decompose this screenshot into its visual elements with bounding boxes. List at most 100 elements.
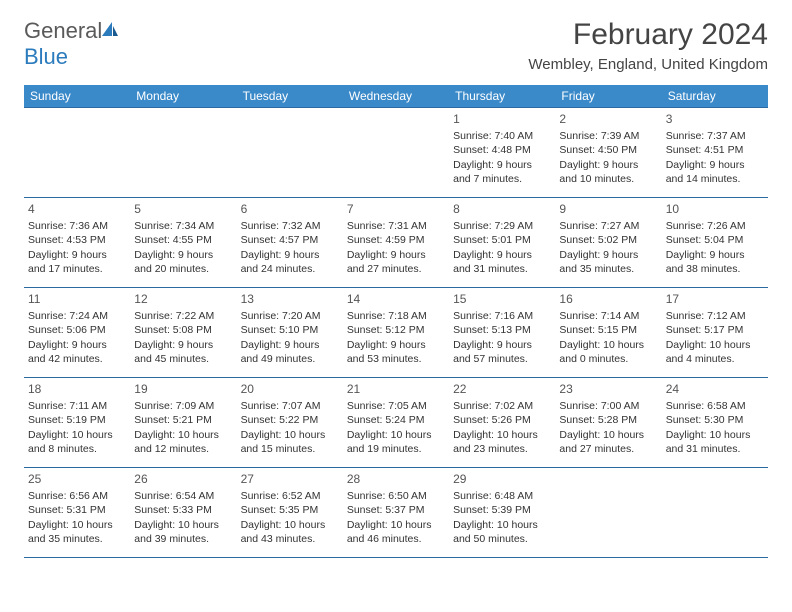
cell-sunrise: Sunrise: 7:00 AM <box>559 399 657 413</box>
calendar-cell <box>555 468 661 558</box>
cell-sunrise: Sunrise: 7:14 AM <box>559 309 657 323</box>
day-number: 1 <box>453 111 551 127</box>
cell-day1: Daylight: 10 hours <box>241 518 339 532</box>
cell-day2: and 0 minutes. <box>559 352 657 366</box>
cell-day2: and 27 minutes. <box>559 442 657 456</box>
cell-sunrise: Sunrise: 7:22 AM <box>134 309 232 323</box>
cell-sunset: Sunset: 4:48 PM <box>453 143 551 157</box>
cell-day2: and 43 minutes. <box>241 532 339 546</box>
day-number: 21 <box>347 381 445 397</box>
cell-day1: Daylight: 9 hours <box>453 158 551 172</box>
cell-sunset: Sunset: 5:08 PM <box>134 323 232 337</box>
cell-sunrise: Sunrise: 7:20 AM <box>241 309 339 323</box>
day-number: 18 <box>28 381 126 397</box>
dayhead-tuesday: Tuesday <box>237 85 343 108</box>
cell-day1: Daylight: 10 hours <box>28 428 126 442</box>
cell-sunset: Sunset: 5:01 PM <box>453 233 551 247</box>
cell-sunrise: Sunrise: 7:27 AM <box>559 219 657 233</box>
calendar-cell: 3Sunrise: 7:37 AMSunset: 4:51 PMDaylight… <box>662 108 768 198</box>
cell-sunrise: Sunrise: 7:12 AM <box>666 309 764 323</box>
logo: General Blue <box>24 18 120 70</box>
cell-sunrise: Sunrise: 7:07 AM <box>241 399 339 413</box>
cell-day1: Daylight: 9 hours <box>134 338 232 352</box>
calendar-cell: 9Sunrise: 7:27 AMSunset: 5:02 PMDaylight… <box>555 198 661 288</box>
calendar-cell: 4Sunrise: 7:36 AMSunset: 4:53 PMDaylight… <box>24 198 130 288</box>
cell-day1: Daylight: 9 hours <box>241 248 339 262</box>
cell-day2: and 7 minutes. <box>453 172 551 186</box>
cell-sunrise: Sunrise: 6:52 AM <box>241 489 339 503</box>
cell-day2: and 31 minutes. <box>666 442 764 456</box>
cell-sunrise: Sunrise: 6:58 AM <box>666 399 764 413</box>
cell-sunrise: Sunrise: 7:05 AM <box>347 399 445 413</box>
cell-sunset: Sunset: 5:21 PM <box>134 413 232 427</box>
cell-sunset: Sunset: 5:24 PM <box>347 413 445 427</box>
calendar-cell: 28Sunrise: 6:50 AMSunset: 5:37 PMDayligh… <box>343 468 449 558</box>
calendar-cell: 12Sunrise: 7:22 AMSunset: 5:08 PMDayligh… <box>130 288 236 378</box>
cell-day2: and 57 minutes. <box>453 352 551 366</box>
cell-day2: and 20 minutes. <box>134 262 232 276</box>
logo-text-general: General <box>24 18 102 43</box>
logo-text-blue: Blue <box>24 44 68 69</box>
cell-day1: Daylight: 9 hours <box>666 158 764 172</box>
calendar-cell: 22Sunrise: 7:02 AMSunset: 5:26 PMDayligh… <box>449 378 555 468</box>
calendar-row: 4Sunrise: 7:36 AMSunset: 4:53 PMDaylight… <box>24 198 768 288</box>
cell-sunset: Sunset: 5:19 PM <box>28 413 126 427</box>
day-number: 20 <box>241 381 339 397</box>
cell-sunrise: Sunrise: 6:54 AM <box>134 489 232 503</box>
logo-sail-icon <box>100 20 120 38</box>
cell-sunrise: Sunrise: 7:31 AM <box>347 219 445 233</box>
cell-sunset: Sunset: 5:28 PM <box>559 413 657 427</box>
calendar-row: 1Sunrise: 7:40 AMSunset: 4:48 PMDaylight… <box>24 108 768 198</box>
day-number: 15 <box>453 291 551 307</box>
cell-day2: and 39 minutes. <box>134 532 232 546</box>
calendar-cell <box>130 108 236 198</box>
calendar-cell: 6Sunrise: 7:32 AMSunset: 4:57 PMDaylight… <box>237 198 343 288</box>
cell-sunrise: Sunrise: 6:56 AM <box>28 489 126 503</box>
cell-sunrise: Sunrise: 7:24 AM <box>28 309 126 323</box>
cell-day1: Daylight: 10 hours <box>134 518 232 532</box>
calendar-cell: 27Sunrise: 6:52 AMSunset: 5:35 PMDayligh… <box>237 468 343 558</box>
cell-sunrise: Sunrise: 7:18 AM <box>347 309 445 323</box>
cell-sunrise: Sunrise: 7:32 AM <box>241 219 339 233</box>
cell-sunrise: Sunrise: 7:34 AM <box>134 219 232 233</box>
cell-sunset: Sunset: 5:22 PM <box>241 413 339 427</box>
calendar-row: 18Sunrise: 7:11 AMSunset: 5:19 PMDayligh… <box>24 378 768 468</box>
day-number: 23 <box>559 381 657 397</box>
cell-sunset: Sunset: 5:13 PM <box>453 323 551 337</box>
dayhead-saturday: Saturday <box>662 85 768 108</box>
calendar-cell: 8Sunrise: 7:29 AMSunset: 5:01 PMDaylight… <box>449 198 555 288</box>
day-number: 29 <box>453 471 551 487</box>
cell-sunset: Sunset: 5:26 PM <box>453 413 551 427</box>
cell-day1: Daylight: 9 hours <box>241 338 339 352</box>
cell-day1: Daylight: 9 hours <box>559 248 657 262</box>
day-number: 5 <box>134 201 232 217</box>
cell-day2: and 24 minutes. <box>241 262 339 276</box>
cell-sunset: Sunset: 5:15 PM <box>559 323 657 337</box>
cell-sunset: Sunset: 4:53 PM <box>28 233 126 247</box>
cell-day2: and 8 minutes. <box>28 442 126 456</box>
day-number: 25 <box>28 471 126 487</box>
calendar-cell: 11Sunrise: 7:24 AMSunset: 5:06 PMDayligh… <box>24 288 130 378</box>
cell-sunrise: Sunrise: 7:39 AM <box>559 129 657 143</box>
cell-sunrise: Sunrise: 6:50 AM <box>347 489 445 503</box>
day-number: 2 <box>559 111 657 127</box>
cell-sunset: Sunset: 4:57 PM <box>241 233 339 247</box>
calendar-cell: 25Sunrise: 6:56 AMSunset: 5:31 PMDayligh… <box>24 468 130 558</box>
cell-sunset: Sunset: 5:12 PM <box>347 323 445 337</box>
cell-sunrise: Sunrise: 7:16 AM <box>453 309 551 323</box>
calendar-cell <box>237 108 343 198</box>
cell-day1: Daylight: 9 hours <box>28 338 126 352</box>
cell-day1: Daylight: 10 hours <box>666 338 764 352</box>
cell-day2: and 49 minutes. <box>241 352 339 366</box>
cell-day2: and 14 minutes. <box>666 172 764 186</box>
day-number: 8 <box>453 201 551 217</box>
cell-day1: Daylight: 9 hours <box>134 248 232 262</box>
cell-sunrise: Sunrise: 7:02 AM <box>453 399 551 413</box>
location: Wembley, England, United Kingdom <box>528 56 768 73</box>
logo-text: General Blue <box>24 18 120 70</box>
cell-day2: and 35 minutes. <box>559 262 657 276</box>
cell-day1: Daylight: 9 hours <box>666 248 764 262</box>
day-number: 3 <box>666 111 764 127</box>
calendar-cell: 1Sunrise: 7:40 AMSunset: 4:48 PMDaylight… <box>449 108 555 198</box>
cell-day2: and 46 minutes. <box>347 532 445 546</box>
